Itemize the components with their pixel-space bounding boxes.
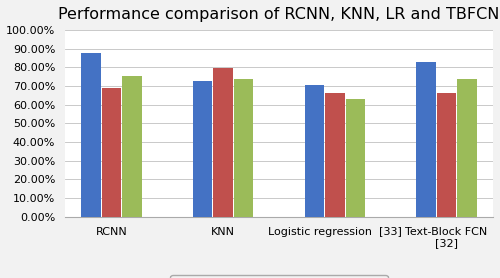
Bar bbox=[214, 68, 233, 217]
Bar bbox=[234, 79, 254, 217]
Title: Performance comparison of RCNN, KNN, LR and TBFCN: Performance comparison of RCNN, KNN, LR … bbox=[58, 7, 500, 22]
Bar bbox=[102, 88, 122, 217]
Bar bbox=[325, 93, 344, 217]
Bar bbox=[346, 99, 365, 217]
Bar bbox=[304, 85, 324, 217]
Legend: Precision, Recall, F measure: Precision, Recall, F measure bbox=[170, 275, 388, 278]
Bar bbox=[416, 62, 436, 217]
Bar bbox=[437, 93, 456, 217]
Bar bbox=[82, 53, 101, 217]
Bar bbox=[457, 79, 477, 217]
Bar bbox=[193, 81, 212, 217]
Bar bbox=[122, 76, 142, 217]
